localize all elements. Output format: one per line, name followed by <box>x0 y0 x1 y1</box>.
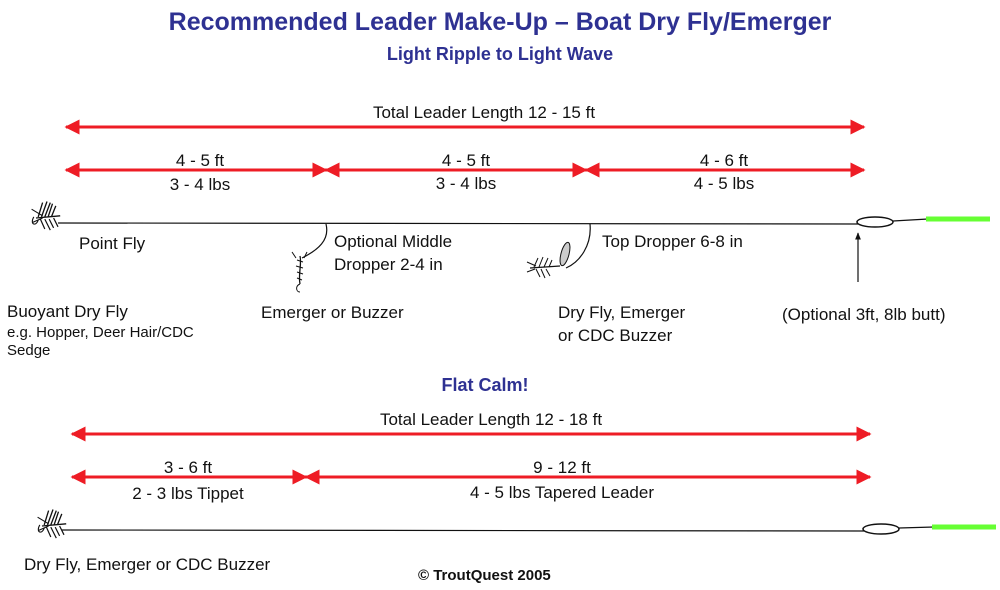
butt-label: (Optional 3ft, 8lb butt) <box>782 305 946 324</box>
dry-fly-label-1: Dry Fly, Emerger <box>558 303 686 322</box>
copyright: © TroutQuest 2005 <box>418 567 551 584</box>
bottom-butt-loop <box>862 523 900 535</box>
page-subtitle: Light Ripple to Light Wave <box>386 44 614 64</box>
middle-dropper-label-2: Dropper 2-4 in <box>334 255 443 274</box>
top-seg3-strength: 4 - 5 lbs <box>693 174 755 193</box>
top-seg1-length: 4 - 5 ft <box>175 151 225 170</box>
top-seg2-strength: 3 - 4 lbs <box>435 174 497 193</box>
top-seg1-strength: 3 - 4 lbs <box>169 175 231 194</box>
bottom-leader-line <box>61 529 865 532</box>
bottom-fly-icon <box>36 508 67 539</box>
bottom-seg2-length: 9 - 12 ft <box>533 458 591 477</box>
buoyant-example-1: e.g. Hopper, Deer Hair/CDC <box>7 324 194 341</box>
bottom-total-length-label: Total Leader Length 12 - 18 ft <box>379 410 603 429</box>
top-seg3-length: 4 - 6 ft <box>699 151 749 170</box>
bottom-fly-label: Dry Fly, Emerger or CDC Buzzer <box>24 555 271 574</box>
middle-dropper-line <box>301 223 328 259</box>
dropper-fly-icon <box>526 241 571 279</box>
dry-fly-label-2: or CDC Buzzer <box>558 326 673 345</box>
top-butt-loop <box>856 216 894 228</box>
top-total-length-label: Total Leader Length 12 - 15 ft <box>372 103 596 122</box>
point-fly-icon <box>30 200 61 231</box>
bottom-seg1-strength: 2 - 3 lbs Tippet <box>132 484 244 503</box>
emerger-label: Emerger or Buzzer <box>261 303 404 322</box>
top-leader-line <box>57 222 859 225</box>
middle-dropper-label-1: Optional Middle <box>334 232 453 251</box>
point-fly-label: Point Fly <box>79 234 146 253</box>
emerger-fly-icon <box>291 251 308 293</box>
buoyant-dry-fly-label: Buoyant Dry Fly <box>7 302 128 321</box>
buoyant-example-2: Sedge <box>7 342 51 359</box>
page-title: Recommended Leader Make-Up – Boat Dry Fl… <box>168 8 832 36</box>
top-dropper-label: Top Dropper 6-8 in <box>602 232 743 251</box>
bottom-seg2-strength: 4 - 5 lbs Tapered Leader <box>470 483 654 502</box>
flat-calm-title: Flat Calm! <box>441 375 529 395</box>
top-dropper-line <box>565 223 591 269</box>
bottom-seg1-length: 3 - 6 ft <box>163 458 213 477</box>
top-seg2-length: 4 - 5 ft <box>441 151 491 170</box>
